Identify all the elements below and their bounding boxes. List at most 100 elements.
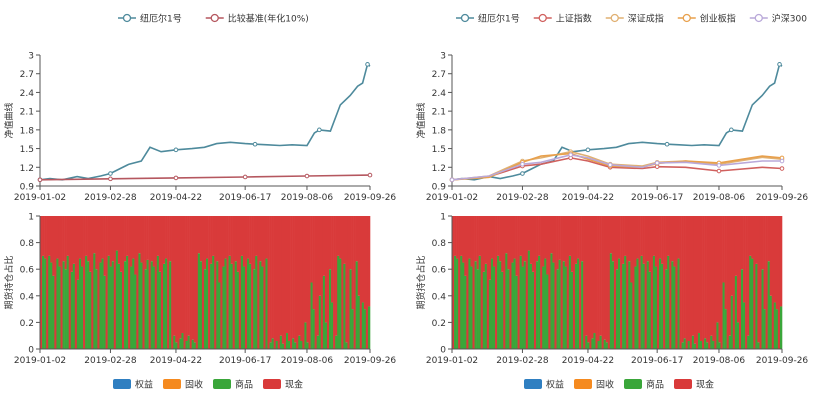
bottom-left-bar-cash [62,216,65,262]
bottom-left-bar-cash [101,216,104,259]
top-left-series-point-1 [37,177,43,183]
bottom-left-bar-cash [56,216,59,259]
bottom-right-bar-commodity [736,322,740,349]
top-right-legend-item-0: 纽厄尔1号 [456,13,520,25]
bottom-right-bar-cash [644,216,648,349]
bottom-left-bar-cash [218,216,221,283]
bottom-left-bar-cash [85,216,88,256]
top-left-y-tick-label: 1.8 [20,126,35,136]
bottom-right-bar-cash [478,216,481,256]
bottom-left-bar-cash [222,216,225,267]
bottom-left-bar-cash [42,216,45,256]
bottom-right-bar-cash [521,216,525,267]
bottom-right-bar-commodity [505,253,508,349]
bottom-left-bar-cash [257,216,260,349]
bottom-right-bar-cash [601,216,604,349]
bottom-left-bar-commodity [126,255,129,349]
bottom-left-bar-cash [230,216,233,264]
bottom-right-bar-cash [738,216,742,349]
bottom-right-bar-cash [712,216,715,342]
bottom-left-bar-commodity [324,322,328,349]
bottom-right-bar-cash [769,216,773,296]
top-left-series-point-1 [108,176,113,182]
bottom-right-bar-commodity [482,271,486,349]
bottom-right-bar-commodity [492,266,496,349]
bottom-right-bar-cash [538,216,541,256]
bottom-left-bar-commodity [329,269,332,349]
bottom-right-bar-cash [673,216,676,267]
bottom-right-bar-cash [568,216,572,256]
bottom-left-bar-commodity [292,338,295,349]
bottom-left-bar-commodity [156,255,160,349]
bottom-left-bar-commodity [224,258,227,349]
bottom-left-bar-cash [341,216,344,349]
bottom-left-bar-commodity [130,266,133,349]
top-left-series-point-0 [365,62,370,67]
bottom-left-bar-cash [361,216,365,303]
bottom-left-x-tick-label: 2019-08-06 [281,356,334,366]
bottom-right-bar-commodity [743,302,746,349]
bottom-right-bar-commodity [769,295,773,349]
bottom-left-bar-cash [169,216,172,262]
top-right-x-tick-label: 2019-06-17 [631,193,683,203]
bottom-right-bar-commodity [611,261,615,349]
top-left-x-tick-label: 2019-09-26 [344,193,397,203]
bottom-left-bar-cash [247,216,250,259]
bottom-left-bar-cash [191,216,195,340]
bottom-right-bar-commodity [558,259,561,349]
bottom-right-bar-cash [605,216,609,343]
bottom-right-bar-commodity [599,335,602,349]
bottom-right-bar-commodity [531,271,535,349]
bottom-left-bar-cash [290,216,293,349]
bottom-left-bar-commodity [191,339,195,349]
top-right-series-point-4 [568,152,573,158]
bottom-right-bar-commodity [741,269,744,349]
bottom-right-bar-cash [732,216,736,349]
bottom-left-bar-cash [331,216,334,303]
bottom-left-bar-cash [103,216,106,276]
bottom-right-bar-legend-label-1: 固收 [596,379,614,391]
bottom-left-bar-commodity [199,261,203,349]
bottom-left-bar-cash [99,216,102,263]
bottom-left-bar-commodity [361,302,365,349]
bottom-left-bar-cash [40,216,43,349]
bottom-left-bar-commodity [138,253,141,349]
bottom-right-bar-cash [552,216,555,263]
bottom-left-bar-cash [279,216,283,336]
bottom-right-bar-commodity [718,342,721,349]
bottom-right-bar-commodity [603,339,607,349]
top-right-x-tick-label: 2019-09-26 [756,193,809,203]
top-right-series-point-4 [654,160,660,166]
bottom-left-bar-cash [259,216,262,262]
bottom-right-bar-cash [759,216,762,349]
bottom-left-bar-cash [345,216,348,343]
bottom-left-y-tick-label: 0.8 [20,239,35,249]
bottom-right-bar-commodity [587,342,590,349]
bottom-right-bar-cash [659,216,662,259]
top-left-x-tick-label: 2019-06-17 [219,193,271,203]
top-right-series-point-4 [449,177,455,183]
bottom-right-bar-commodity [570,271,574,349]
bottom-left-bar-cash [119,216,123,272]
bottom-left-bar-commodity [242,266,246,349]
bottom-left-bar-commodity [158,271,162,349]
bottom-left-bar-legend-label-1: 固收 [185,379,203,391]
bottom-left-bar-cash [267,216,270,349]
top-left-x-tick-label: 2019-01-02 [14,193,66,203]
bottom-left-bar-cash [302,216,305,349]
bottom-left-bar-commodity [181,333,184,349]
bottom-right-bar-commodity [605,342,609,349]
bottom-left-bar-cash [76,216,80,280]
top-left-y-tick-label: 0.9 [20,183,35,193]
bottom-left-bar-commodity [259,261,262,349]
bottom-left-bar-commodity [300,341,303,349]
bottom-right-bar-cash [642,216,645,264]
bottom-left-bar-commodity [193,342,197,349]
top-left-series-point-0 [173,147,179,153]
top-left-series-line-0 [39,63,371,181]
bottom-left-bar-commodity [173,335,176,349]
bottom-left-bar-commodity [337,255,340,349]
bottom-left-bar-cash [269,216,272,343]
bottom-right-bar-cash [695,216,699,349]
bottom-left-bar-commodity [335,335,338,349]
